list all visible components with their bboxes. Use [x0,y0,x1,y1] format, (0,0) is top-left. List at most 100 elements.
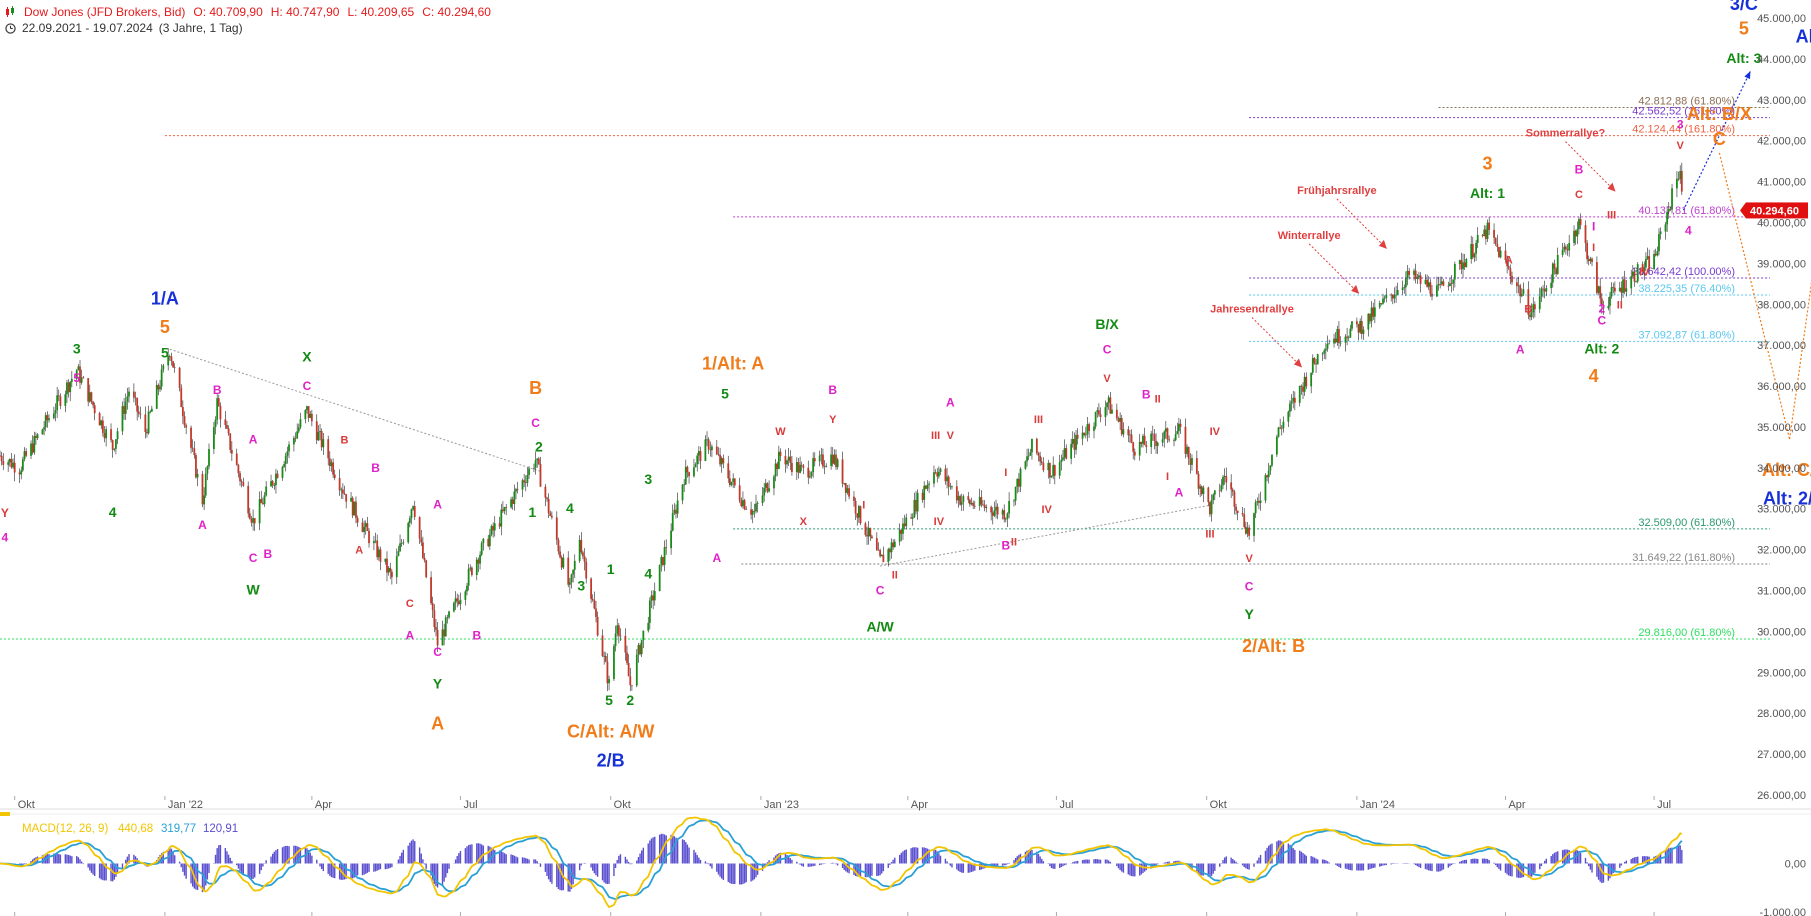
annotation-label: Sommerrallye? [1526,128,1606,140]
y-tick-label: 42.000,00 [1757,136,1806,148]
candle-body [52,413,55,419]
wave-label: 3 [1677,117,1684,131]
candle-body [1241,512,1244,515]
candle-body [1187,446,1190,459]
candle-body [250,518,253,523]
candle-body [1282,421,1285,429]
candle-body [98,413,101,426]
candle-body [1109,397,1112,414]
candle-body [413,506,416,518]
candle-body [466,585,468,592]
candle-body [82,377,85,379]
candle-body [867,527,870,537]
candle-body [1382,298,1384,304]
candle-body [1529,314,1531,318]
candle-body [699,451,702,461]
candle-body [351,497,354,516]
macd-y-tick: 0,00 [1785,859,1806,871]
candle-body [284,455,287,465]
candle-body [882,554,885,563]
candle-body [606,661,609,684]
candle-body [1071,439,1074,444]
candle-body [235,453,238,466]
fib-label: 31.649,22 (161.80%) [1632,552,1735,564]
fib-levels: 42.812,88 (61.80%)42.562,52 (161.80%) 42.… [0,95,1770,640]
candle-body [833,454,836,464]
candle-body [791,462,793,473]
candle-body [936,472,939,477]
candle-body [776,463,779,470]
candle-body [1641,264,1644,272]
candle-body [777,451,780,470]
candle-body [684,466,687,485]
candle-body [753,510,756,512]
candle-body [203,495,206,505]
candle-body [1633,271,1636,282]
candle-body [412,506,415,510]
candle-body [570,574,573,583]
last-price-badge-rect [1746,202,1808,219]
wave-label: 5 [1739,18,1749,38]
wave-label: Alt: 3 [1726,50,1761,66]
candle-body [624,635,627,653]
wave-label: A [712,551,721,565]
wave-label: B [828,383,837,397]
candle-body [1470,244,1473,260]
candle-body [1676,178,1678,189]
candle-body [374,540,377,542]
candle-body [1349,328,1352,338]
candle-body [900,529,903,534]
candle-body [343,493,346,495]
wave-label: Alt: 1 [1470,185,1505,201]
candle-body [240,481,243,483]
last-price-badge: 40.294,60 [1740,202,1808,219]
wave-label: Y [829,414,837,426]
candle-body [397,551,400,557]
trendline [169,348,543,473]
candle-body [353,501,356,516]
candle-body [2,460,5,465]
wave-label: C [303,379,312,393]
candle-body [273,485,276,486]
candle-body [1418,275,1420,278]
candle-body [1153,434,1156,441]
candle-body [1199,486,1202,489]
candle-body [124,401,127,414]
candle-body [1359,321,1362,333]
candle-body [743,500,746,510]
candle-body [294,437,297,439]
candle-body [590,578,592,599]
candle-body [1439,284,1442,285]
candle-body [813,458,816,462]
candle-body [1287,411,1290,422]
candle-body [635,654,638,686]
x-tick-label: Apr [1508,799,1525,811]
candle-body [1532,304,1535,313]
candle-body [797,462,800,473]
candle-body [149,411,152,413]
candle-body [1453,263,1456,280]
candle-body [893,541,896,548]
annotation-label: Winterrallye [1278,230,1341,242]
candle-body [44,415,47,428]
candle-body [1427,282,1430,287]
wave-label: 2/Alt: B [1242,636,1305,656]
candle-body [1609,296,1611,306]
candle-body [1654,253,1657,256]
candle-body [1042,462,1045,471]
candle-body [573,560,576,570]
candle-body [613,646,615,680]
candle-body [490,526,493,535]
candle-body [1419,275,1422,284]
candle-body [822,454,824,467]
candle-body [911,517,914,519]
wave-label: B [1575,162,1584,176]
candle-body [1230,482,1233,490]
candle-body [1081,432,1084,439]
candle-body [866,534,868,537]
candle-body [1303,376,1306,392]
x-tick-label: Jul [1657,799,1671,811]
candle-body [64,394,67,406]
candle-body [629,676,632,686]
